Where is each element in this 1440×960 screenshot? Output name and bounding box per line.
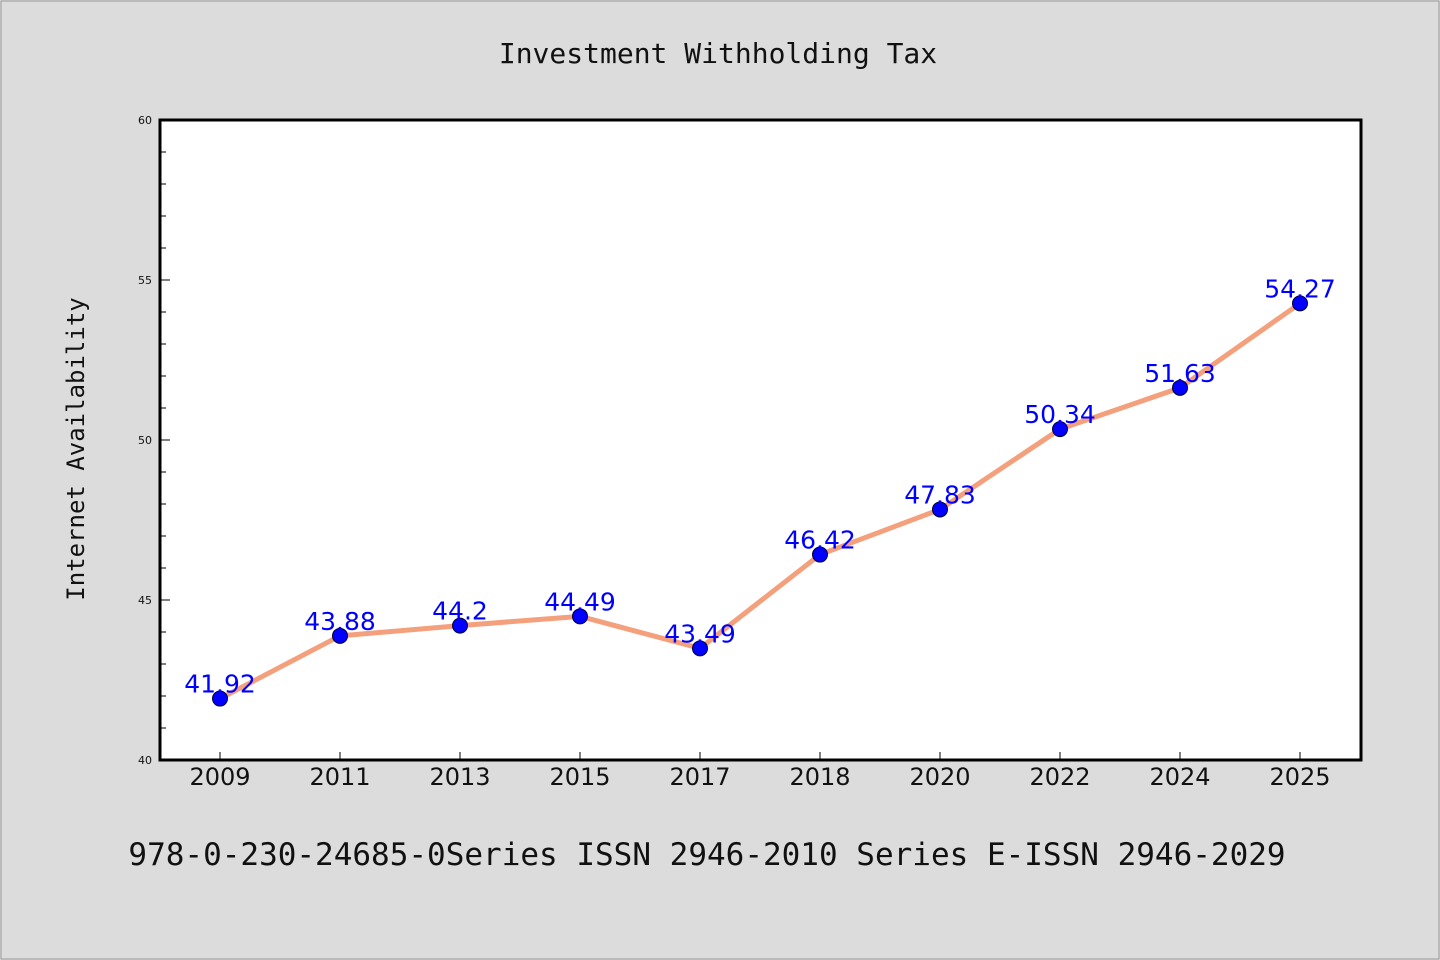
data-point-label: 44.2	[432, 597, 488, 626]
data-point-label: 46.42	[784, 526, 856, 555]
data-point-marker	[1052, 421, 1068, 438]
plot-area	[160, 120, 1361, 760]
chart-title: Investment Withholding Tax	[499, 37, 937, 70]
y-tick-label: 50	[138, 434, 152, 447]
y-tick-label: 45	[138, 594, 152, 607]
data-point-marker	[1292, 295, 1308, 312]
x-tick-label: 2020	[909, 763, 970, 791]
data-point-marker	[1172, 379, 1188, 396]
data-point-label: 44.49	[544, 587, 616, 616]
x-tick-label: 2018	[789, 763, 850, 791]
y-tick-label: 40	[138, 754, 152, 767]
data-point-label: 54.27	[1264, 274, 1336, 303]
data-point-marker	[932, 501, 948, 518]
series-line	[217, 300, 1303, 702]
data-point-label: 51.63	[1144, 359, 1216, 388]
x-tick-label: 2009	[189, 763, 250, 791]
plot-frame	[158, 118, 1363, 762]
data-point-label: 43.49	[664, 619, 736, 648]
data-point-marker	[332, 627, 348, 644]
data-point-marker	[692, 640, 708, 657]
data-point-marker	[572, 608, 588, 625]
x-tick-label: 2013	[429, 763, 490, 791]
x-tick-label: 2025	[1269, 763, 1330, 791]
data-point-marker	[812, 546, 828, 563]
x-tick-label: 2022	[1029, 763, 1090, 791]
y-axis-label: Internet Availability	[62, 297, 90, 600]
y-tick-label: 60	[138, 114, 152, 127]
footer-identifiers: 978-0-230-24685-0Series ISSN 2946-2010 S…	[128, 837, 1285, 873]
data-point-marker	[212, 690, 228, 707]
x-tick-label: 2015	[549, 763, 610, 791]
x-tick-label: 2011	[309, 763, 370, 791]
x-axis-ticks: 2009 2011 2013 2015 2017 2018 2020 2022 2024 2025	[189, 752, 1331, 791]
data-point-label: 50.34	[1024, 400, 1096, 429]
data-point-label: 47.83	[904, 480, 976, 509]
series-group: 41.92 43.88 44.2 44.49 43.49 46.42 47.83 50.34 5…	[184, 274, 1336, 707]
x-tick-label: 2024	[1149, 763, 1210, 791]
y-tick-label: 55	[138, 274, 152, 287]
data-point-label: 41.92	[184, 670, 256, 699]
data-point-marker	[452, 617, 468, 634]
data-point-label: 43.88	[304, 607, 376, 636]
x-tick-label: 2017	[669, 763, 730, 791]
